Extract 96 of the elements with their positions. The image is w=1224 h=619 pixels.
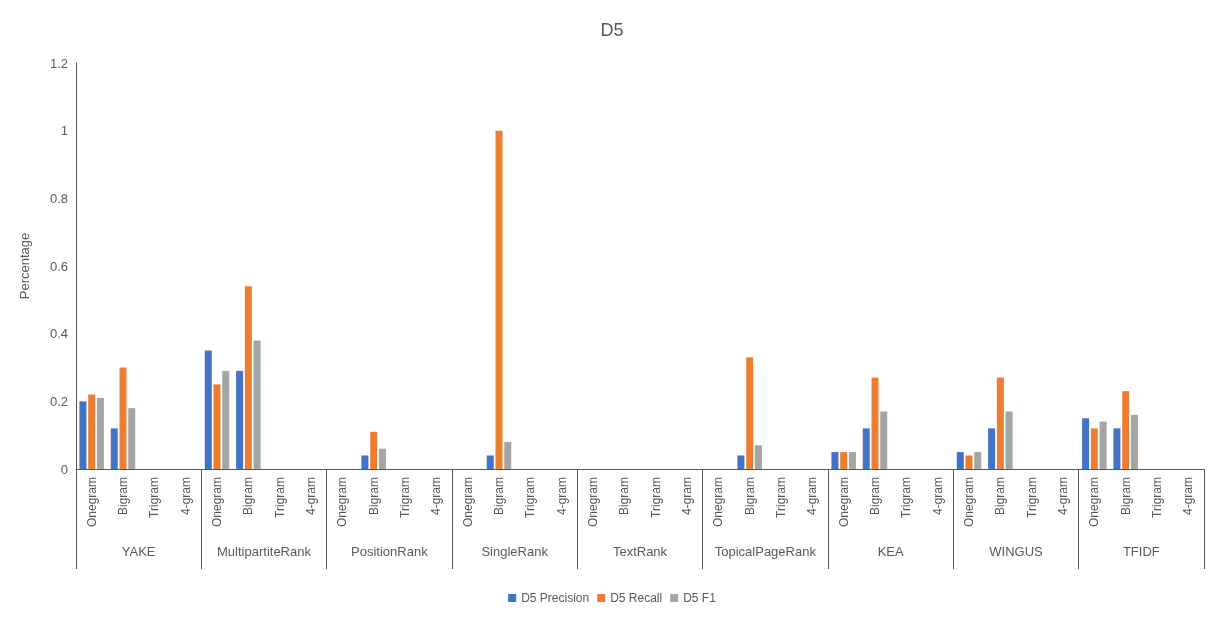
- bar: [1090, 428, 1098, 469]
- x-tick-label: Onegram: [711, 477, 726, 528]
- legend-label: D5 Precision: [521, 591, 590, 605]
- chart-title: D5: [600, 20, 624, 40]
- x-tick-label: Trigram: [398, 477, 412, 518]
- bar: [1099, 421, 1107, 469]
- x-tick-label: Onegram: [962, 477, 976, 528]
- x-tick-label: 4-gram: [805, 477, 820, 516]
- x-tick-label: 4-gram: [1181, 477, 1196, 516]
- bar: [504, 441, 512, 469]
- bar: [831, 452, 839, 469]
- text: KEA: [877, 544, 904, 559]
- bar: [1113, 428, 1121, 469]
- bar: [486, 455, 494, 469]
- bar: [1005, 411, 1013, 469]
- bar: [96, 397, 104, 469]
- x-tick-label: Onegram: [836, 477, 851, 528]
- x-tick-label: Bigram: [366, 477, 381, 516]
- x-tick-label: Bigram: [241, 477, 256, 516]
- x-tick-label: Onegram: [1087, 477, 1102, 528]
- x-tick-label: 4-gram: [680, 477, 694, 516]
- x-tick-label: Bigram: [492, 477, 506, 516]
- text: SingleRank: [481, 544, 549, 559]
- x-tick-label: Trigram: [1150, 477, 1164, 518]
- bar: [110, 428, 118, 469]
- x-tick-label: Trigram: [899, 477, 914, 518]
- bar: [361, 455, 369, 469]
- bar: [213, 384, 221, 469]
- bar: [996, 377, 1004, 469]
- bar: [1130, 414, 1138, 469]
- x-tick-label: Bigram: [993, 477, 1008, 516]
- x-tick-label: Bigram: [1118, 477, 1133, 516]
- y-tick-label: 0.6: [49, 258, 68, 274]
- x-tick-label: Bigram: [742, 477, 757, 516]
- y-tick-label: 1: [60, 123, 68, 139]
- x-tick-label: Trigram: [648, 477, 663, 518]
- text: PositionRank: [351, 544, 429, 559]
- bar: [119, 367, 127, 469]
- bar: [965, 455, 973, 469]
- text: MultipartiteRank: [217, 544, 312, 559]
- bar: [79, 401, 87, 469]
- y-tick-label: 0.8: [49, 190, 68, 206]
- x-tick-label: 4-gram: [429, 477, 444, 516]
- bar: [840, 452, 848, 469]
- x-tick-label: Bigram: [116, 477, 130, 516]
- x-tick-label: Onegram: [210, 477, 224, 528]
- legend-label: D5 Recall: [610, 591, 663, 605]
- bar: [871, 377, 879, 469]
- y-tick-label: 0.4: [49, 326, 68, 342]
- x-tick-label: 4-gram: [1056, 477, 1070, 516]
- y-axis-title: Percentage: [17, 232, 32, 300]
- x-tick-label: 4-gram: [930, 477, 945, 516]
- x-tick-label: Bigram: [617, 477, 632, 516]
- text: TopicalPageRank: [714, 544, 817, 559]
- bar: [737, 455, 745, 469]
- x-tick-label: Onegram: [586, 477, 600, 528]
- y-tick-label: 0.2: [49, 393, 68, 409]
- bar: [956, 452, 964, 469]
- bar: [495, 130, 503, 469]
- text: YAKE: [121, 544, 156, 559]
- text: TextRank: [612, 544, 668, 559]
- x-tick-label: Trigram: [272, 477, 287, 518]
- y-tick-label: 1.2: [49, 55, 68, 71]
- bar: [746, 357, 754, 469]
- bar: [1082, 418, 1090, 469]
- legend-label: D5 F1: [683, 591, 717, 605]
- x-tick-label: Onegram: [460, 477, 475, 528]
- bar: [378, 448, 386, 469]
- bar: [204, 350, 212, 469]
- x-tick-label: Onegram: [335, 477, 350, 528]
- text: WINGUS: [989, 544, 1044, 559]
- y-tick-label: 0: [60, 461, 68, 477]
- x-tick-label: Trigram: [1024, 477, 1039, 518]
- bar: [222, 370, 230, 469]
- x-tick-label: Trigram: [774, 477, 788, 518]
- bar: [988, 428, 996, 469]
- x-tick-label: 4-gram: [554, 477, 569, 516]
- bar: [244, 286, 252, 469]
- bar: [236, 370, 244, 469]
- x-tick-label: 4-gram: [178, 477, 193, 516]
- bar: [88, 394, 96, 469]
- bar: [1122, 391, 1130, 469]
- x-tick-label: Trigram: [147, 477, 162, 518]
- bar: [974, 452, 982, 469]
- x-tick-label: Trigram: [523, 477, 538, 518]
- x-tick-label: Bigram: [868, 477, 882, 516]
- x-tick-label: Onegram: [84, 477, 99, 528]
- text: TFIDF: [1122, 544, 1160, 559]
- bar: [754, 445, 762, 469]
- bar: [128, 408, 136, 469]
- bar: [253, 340, 261, 469]
- bar: [880, 411, 888, 469]
- bar: [370, 431, 378, 469]
- bar: [862, 428, 870, 469]
- bar: [848, 452, 856, 469]
- x-tick-label: 4-gram: [304, 477, 318, 516]
